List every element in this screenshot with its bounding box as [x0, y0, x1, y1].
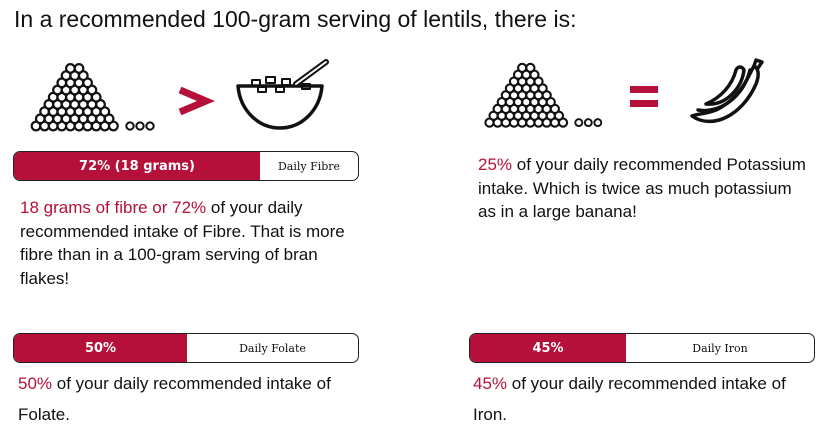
iron-bar-value: 45% — [532, 340, 564, 356]
iron-bar-fill: 45% — [470, 334, 626, 362]
folate-bar-fill: 50% — [14, 334, 187, 362]
iron-description: 45% of your daily recommended intake of … — [473, 368, 818, 430]
potassium-pictogram — [484, 58, 764, 128]
fibre-highlight: 18 grams of fibre or 72% — [20, 198, 207, 217]
folate-bar-value: 50% — [84, 340, 117, 356]
fibre-description: 18 grams of fibre or 72% of your daily r… — [20, 196, 355, 290]
banana-icon — [690, 58, 764, 124]
fibre-bar-label: Daily Fibre — [277, 159, 341, 173]
lentil-pile-icon — [484, 62, 603, 128]
lentil — [135, 121, 145, 131]
fibre-progress-bar: 72% (18 grams) Daily Fibre — [13, 151, 359, 181]
page-title: In a recommended 100-gram serving of len… — [14, 6, 577, 32]
lentil — [525, 62, 536, 74]
folate-bar-label: Daily Folate — [239, 341, 306, 355]
lentil — [145, 121, 155, 131]
potassium-description: 25% of your daily recommended Potassium … — [478, 153, 808, 224]
fibre-bar-fill: 72% (18 grams) — [14, 152, 260, 180]
folate-progress-bar: 50% Daily Folate — [13, 333, 359, 363]
folate-text: of your daily recommended intake of Fola… — [18, 374, 331, 424]
lentil — [517, 62, 528, 74]
fibre-pictogram — [30, 59, 329, 132]
lentil — [125, 121, 135, 131]
iron-text: of your daily recommended intake of Iron… — [473, 374, 786, 424]
lentil — [65, 62, 76, 74]
potassium-text: of your daily recommended Potassium inta… — [478, 155, 806, 221]
lentil — [593, 118, 603, 128]
folate-highlight: 50% — [18, 374, 53, 393]
fibre-text: of your daily recommended intake of Fibr… — [20, 198, 345, 288]
iron-highlight: 45% — [473, 374, 508, 393]
potassium-highlight: 25% — [478, 155, 513, 174]
cereal-bowl-icon — [236, 59, 329, 130]
lentil — [583, 118, 593, 128]
equals-icon — [630, 86, 658, 107]
iron-progress-bar: 45% Daily Iron — [469, 333, 815, 363]
lentil — [574, 118, 584, 128]
fibre-bar-value: 72% (18 grams) — [79, 158, 195, 174]
iron-bar-label: Daily Iron — [692, 341, 748, 355]
lentil-pile-icon — [30, 62, 155, 132]
greater-than-icon — [178, 86, 215, 116]
folate-description: 50% of your daily recommended intake of … — [18, 368, 378, 430]
lentil — [73, 62, 85, 74]
